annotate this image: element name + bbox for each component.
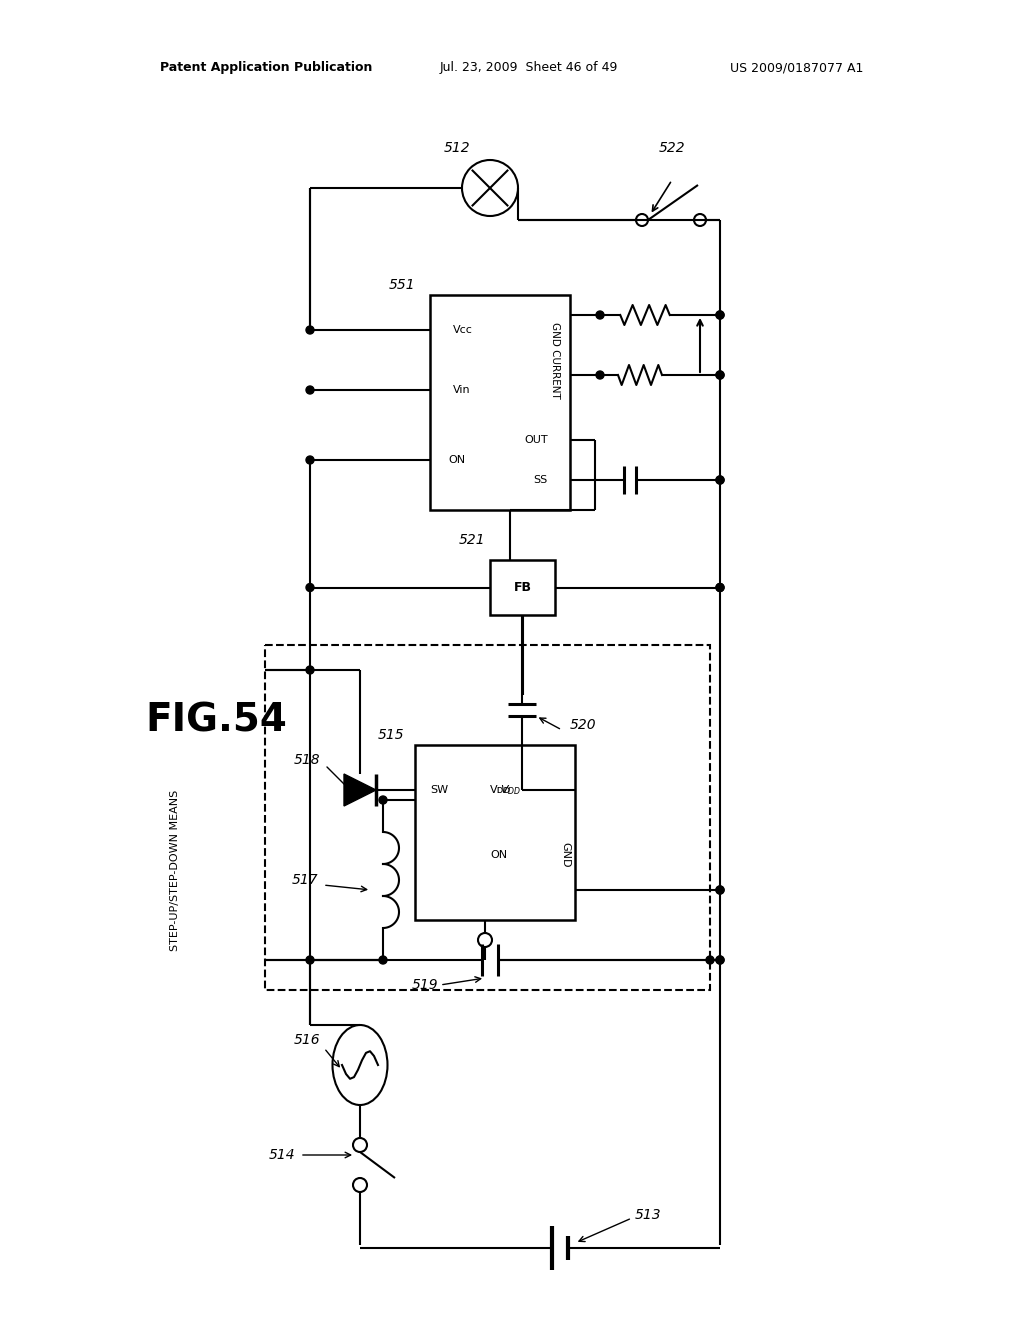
Text: 513: 513 [635,1208,662,1222]
Text: 512: 512 [443,141,470,154]
Circle shape [716,312,724,319]
Bar [415,744,575,920]
Text: OUT: OUT [524,436,548,445]
Circle shape [706,956,714,964]
Circle shape [716,477,724,484]
Text: 516: 516 [293,1034,319,1047]
Text: 520: 520 [570,718,597,733]
Circle shape [716,886,724,894]
Circle shape [716,956,724,964]
Text: 551: 551 [388,279,415,292]
Circle shape [306,455,314,465]
Circle shape [716,477,724,484]
Circle shape [306,583,314,591]
Text: ON: ON [490,850,507,861]
Text: Jul. 23, 2009  Sheet 46 of 49: Jul. 23, 2009 Sheet 46 of 49 [440,62,618,74]
Text: US 2009/0187077 A1: US 2009/0187077 A1 [730,62,863,74]
Circle shape [306,326,314,334]
Text: 514: 514 [268,1148,295,1162]
Circle shape [716,371,724,379]
Bar [490,560,555,615]
Text: 522: 522 [658,141,685,154]
Circle shape [716,371,724,379]
Circle shape [379,956,387,964]
Polygon shape [344,774,376,807]
Circle shape [716,312,724,319]
Circle shape [306,667,314,675]
Circle shape [716,583,724,591]
Text: 521: 521 [459,533,485,546]
Circle shape [716,583,724,591]
Circle shape [596,312,604,319]
Text: $V_{DD}$: $V_{DD}$ [500,783,521,797]
Circle shape [716,886,724,894]
Text: 515: 515 [378,729,404,742]
Text: SW: SW [430,785,449,795]
Text: GND: GND [560,842,570,867]
Circle shape [596,371,604,379]
Text: Vin: Vin [453,385,471,395]
Bar [430,294,570,510]
Circle shape [306,385,314,393]
Text: GND CURRENT: GND CURRENT [550,322,560,399]
Circle shape [716,956,724,964]
Text: ON: ON [449,455,465,465]
Text: Vᴅᴅ: Vᴅᴅ [489,785,511,795]
Text: SS: SS [534,475,548,484]
Text: Vcc: Vcc [453,325,473,335]
Bar [265,645,710,990]
Text: 517: 517 [292,873,318,887]
Text: Patent Application Publication: Patent Application Publication [160,62,373,74]
Text: 519: 519 [412,978,438,993]
Text: FB: FB [513,581,531,594]
Circle shape [306,956,314,964]
Circle shape [379,796,387,804]
Text: STEP-UP/STEP-DOWN MEANS: STEP-UP/STEP-DOWN MEANS [170,789,180,950]
Text: FIG.54: FIG.54 [145,701,287,739]
Text: 518: 518 [293,752,319,767]
